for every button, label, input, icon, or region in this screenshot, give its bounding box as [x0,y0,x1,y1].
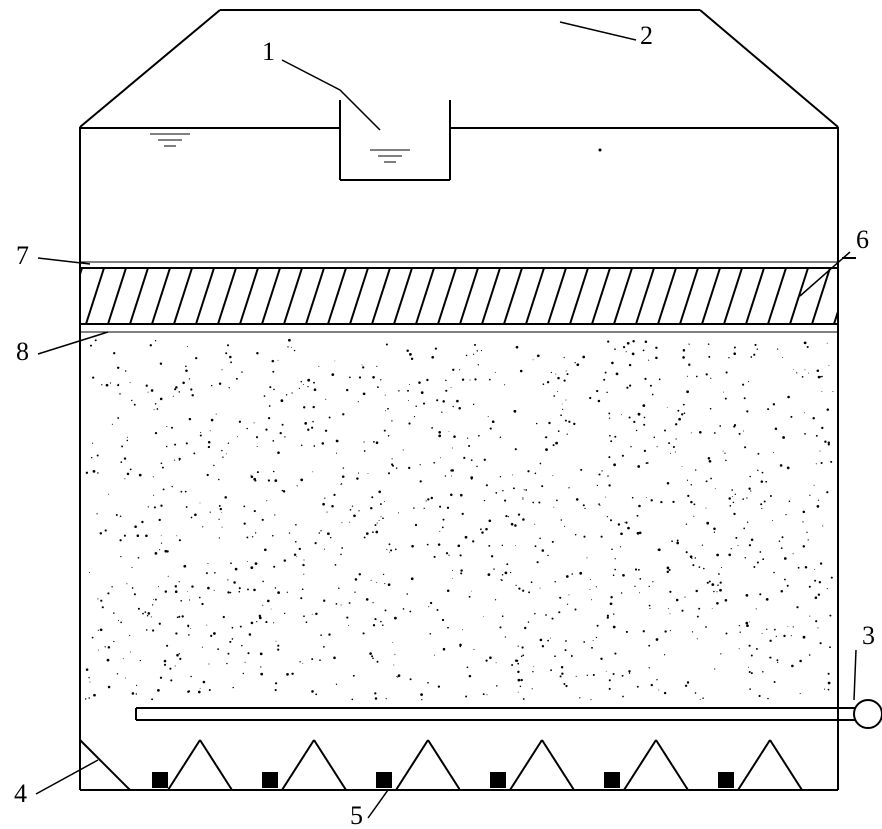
label-3: 3 [862,621,875,650]
label-6: 6 [856,225,869,254]
label-1: 1 [262,37,275,66]
label-8: 8 [16,337,29,366]
label-5: 5 [350,801,363,829]
label-7: 7 [16,241,29,270]
label-2: 2 [640,21,653,50]
label-4: 4 [14,779,27,808]
